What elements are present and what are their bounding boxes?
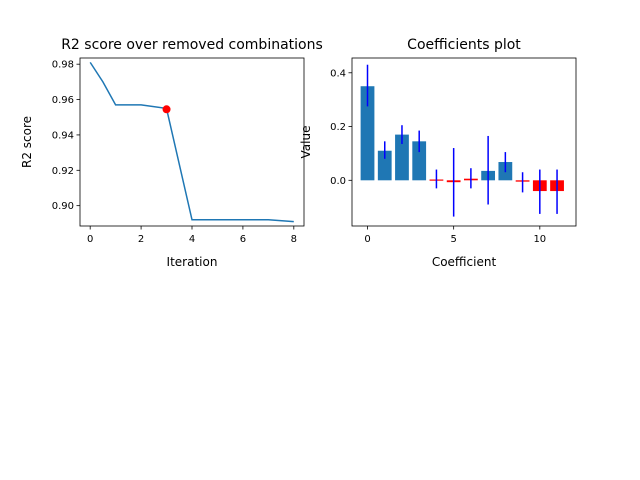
coef-bar	[377, 150, 392, 181]
r2-axes-frame	[79, 57, 305, 227]
r2-y-tick-label: 0.96	[52, 95, 74, 106]
coef-chart-title: Coefficients plot	[407, 37, 521, 53]
r2-y-axis-label: R2 score	[20, 116, 34, 168]
coef-bar	[412, 141, 427, 181]
coef-y-tick-label: 0.4	[330, 68, 346, 79]
r2-y-tick-label: 0.92	[52, 166, 74, 177]
coef-x-tick-label: 0	[364, 234, 370, 245]
coef-chart: Coefficients plot 0 5 10 0.0 0.2 0.4 Coeffici…	[299, 37, 577, 269]
r2-chart: R2 score over removed combinations 0 2 4 6 8…	[20, 37, 323, 269]
coef-x-axis-label: Coefficient	[432, 255, 497, 269]
coef-y-tick-label: 0.0	[330, 176, 346, 187]
r2-y-tick-label: 0.98	[52, 60, 74, 71]
coef-bar	[360, 86, 375, 181]
coef-x-tick-label: 5	[450, 234, 456, 245]
r2-y-tick-label: 0.94	[52, 130, 74, 141]
coef-bar	[395, 134, 409, 181]
coef-y-axis-label: Value	[299, 126, 313, 159]
coef-y-tick-label: 0.2	[330, 122, 346, 133]
r2-x-axis-label: Iteration	[167, 255, 218, 269]
coef-plot-area: 0 5 10 0.0 0.2 0.4	[330, 64, 564, 245]
r2-x-tick-label: 2	[138, 234, 144, 245]
r2-plot-area: 0 2 4 6 8 0.90 0.92 0.94 0.96 0.98	[52, 60, 297, 245]
coef-x-tick-label: 10	[533, 234, 546, 245]
r2-line-series	[89, 61, 294, 223]
r2-chart-title: R2 score over removed combinations	[61, 37, 323, 53]
r2-highlight-marker	[162, 105, 171, 114]
r2-x-tick-label: 6	[240, 234, 246, 245]
r2-y-tick-label: 0.90	[52, 201, 74, 212]
coef-axes-frame	[351, 57, 577, 227]
r2-x-tick-label: 0	[87, 234, 93, 245]
r2-x-tick-label: 8	[291, 234, 297, 245]
r2-x-tick-label: 4	[189, 234, 195, 245]
